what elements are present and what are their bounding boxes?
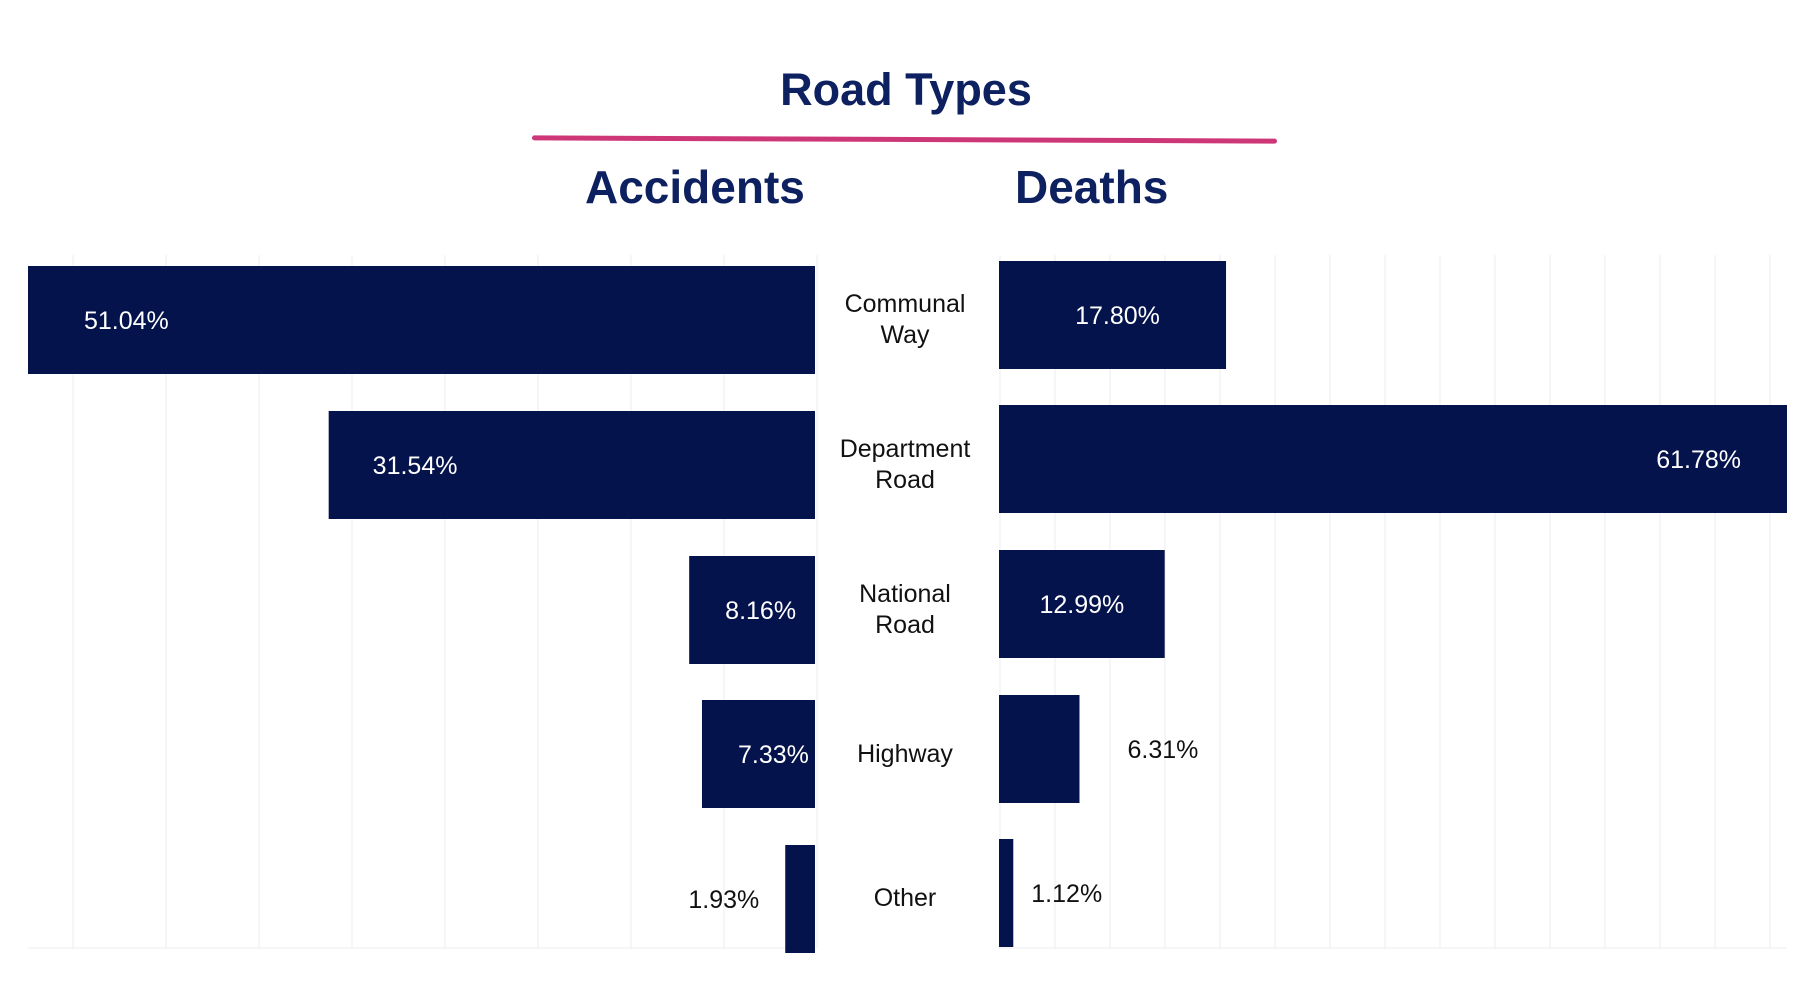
category-label-line: Other xyxy=(873,883,937,912)
deaths-bar xyxy=(999,550,1165,658)
accidents-bar xyxy=(689,556,815,664)
category-label-line: Road xyxy=(875,611,935,639)
deaths-bar xyxy=(999,261,1227,369)
category-label: National Road xyxy=(820,579,990,641)
accidents-bar xyxy=(28,266,815,374)
accidents-bar xyxy=(701,700,815,808)
deaths-value-label: 12.99% xyxy=(1039,591,1124,619)
accidents-value-label: 7.33% xyxy=(738,741,809,769)
deaths-subtitle: Deaths xyxy=(1015,161,1169,213)
accidents-value-label: 8.16% xyxy=(725,597,796,625)
category-label-line: National xyxy=(859,580,951,608)
deaths-bar xyxy=(999,839,1014,947)
category-label-line: Department xyxy=(839,435,971,463)
category-label-line: Way xyxy=(880,321,930,349)
chart-title: Road Types xyxy=(780,64,1032,115)
deaths-bar xyxy=(999,405,1787,513)
accidents-subtitle: Accidents xyxy=(585,161,805,213)
category-label: Other xyxy=(820,883,990,914)
category-label: Department Road xyxy=(820,434,990,496)
accidents-value-label: 31.54% xyxy=(373,452,458,480)
accidents-value-label: 1.93% xyxy=(688,886,759,914)
category-label: Highway xyxy=(820,739,990,770)
deaths-value-label: 17.80% xyxy=(1075,302,1160,330)
category-label-line: Highway xyxy=(857,739,953,768)
deaths-value-label: 1.12% xyxy=(1031,880,1102,908)
accidents-value-label: 51.04% xyxy=(84,307,169,335)
accidents-bar xyxy=(328,411,815,519)
category-label: Communal Way xyxy=(820,289,990,351)
deaths-value-label: 6.31% xyxy=(1127,736,1198,764)
category-label-line: Communal xyxy=(844,290,966,318)
accidents-bar xyxy=(785,845,815,953)
category-label-line: Road xyxy=(875,466,935,494)
deaths-bar xyxy=(999,695,1080,803)
deaths-value-label: 61.78% xyxy=(1656,446,1741,474)
